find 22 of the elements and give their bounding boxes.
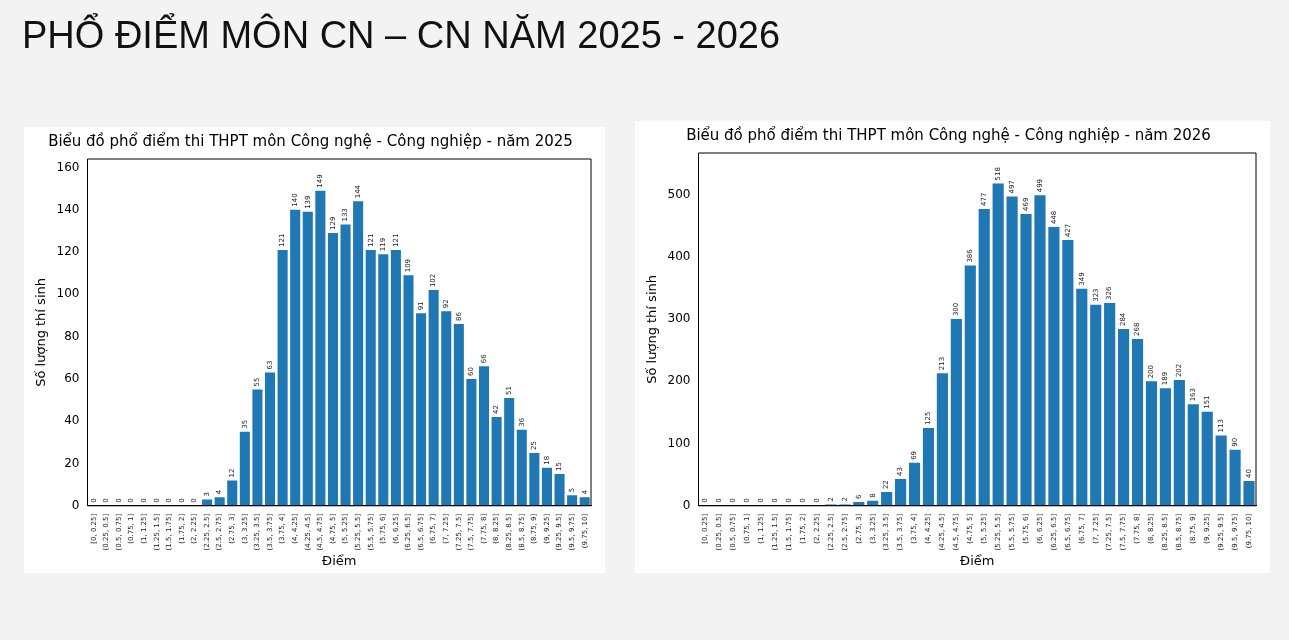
y-tick-label: 120	[56, 244, 80, 259]
y-tick-label: 40	[64, 413, 80, 428]
y-tick-label: 500	[667, 186, 691, 201]
y-tick-label: 400	[667, 249, 691, 264]
y-tick-label: 160	[56, 159, 80, 174]
y-tick-label: 20	[64, 455, 80, 470]
y-tick-label: 140	[56, 201, 80, 216]
chart-title: Biểu đồ phổ điểm thi THPT môn Công nghệ - Công nghiệp - năm 2026	[686, 125, 1211, 144]
y-axis-title: Số lượng thí sinh	[33, 278, 49, 387]
y-tick-label: 100	[667, 435, 691, 450]
y-tick-label: 100	[56, 286, 80, 301]
text: PHỔ ĐIỂM MÔN CN – CN NĂM 2025 - 2026	[22, 14, 781, 57]
y-tick-label: 80	[64, 328, 80, 343]
y-tick-label: 200	[667, 373, 691, 388]
y-tick-label: 60	[64, 371, 80, 386]
y-axis-title: Số lượng thí sinh	[644, 275, 660, 384]
chart-title: Biểu đồ phổ điểm thi THPT môn Công nghệ - Công nghiệp - năm 2025	[48, 131, 573, 150]
x-axis-title: Điểm	[960, 552, 995, 568]
x-axis-title: Điểm	[322, 552, 357, 568]
y-tick-label: 0	[682, 497, 691, 512]
y-tick-label: 0	[71, 497, 80, 512]
y-tick-label: 300	[667, 311, 691, 326]
